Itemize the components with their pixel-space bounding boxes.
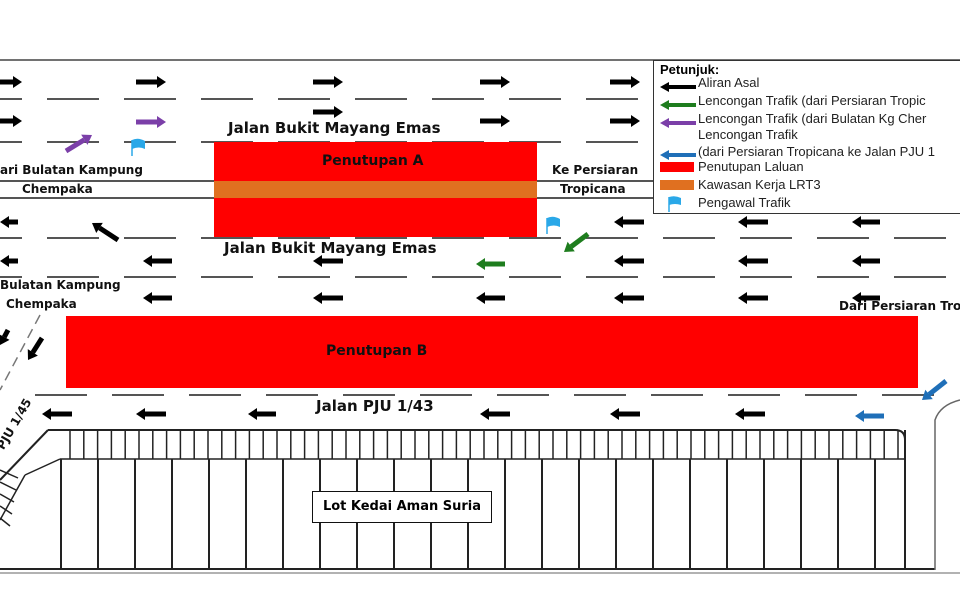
- legend-box-icon: [660, 162, 694, 172]
- slip-road-hatch: [0, 505, 13, 515]
- detour-green-arrow-icon: [564, 232, 590, 252]
- original-flow-arrow-icon: [738, 255, 768, 267]
- original-flow-arrow-icon: [480, 115, 510, 127]
- slip-road-edge: [0, 474, 26, 521]
- original-flow-arrow-icon: [313, 255, 343, 267]
- legend-item-label: Lencongan Trafik: [698, 127, 798, 142]
- slip-road-hatch: [0, 481, 17, 491]
- original-flow-arrow-icon: [0, 216, 18, 228]
- original-flow-arrow-icon: [136, 76, 166, 88]
- slip-road-edge: [0, 429, 49, 481]
- legend-item-label: Lencongan Trafik (dari Persiaran Tropic: [698, 93, 926, 108]
- original-flow-arrow-icon: [735, 408, 765, 420]
- legend-item-label: Aliran Asal: [698, 75, 760, 90]
- original-flow-arrow-icon: [480, 76, 510, 88]
- original-flow-arrow-icon: [0, 76, 22, 88]
- original-flow-arrow-icon: [313, 76, 343, 88]
- from-kg-chempaka-label: ari Bulatan Kampung: [0, 163, 143, 177]
- original-flow-arrow-icon: [610, 76, 640, 88]
- legend-item-label: (dari Persiaran Tropicana ke Jalan PJU 1: [698, 144, 936, 159]
- lrt3-work-zone: [214, 181, 537, 198]
- detour-blue-arrow-icon: [922, 379, 948, 400]
- original-flow-arrow-icon: [248, 408, 276, 420]
- original-flow-arrow-icon: [0, 328, 11, 345]
- road-label-mid: Jalan Bukit Mayang Emas: [224, 239, 437, 257]
- original-flow-arrow-icon: [480, 408, 510, 420]
- original-flow-arrow-icon: [614, 216, 644, 228]
- detour-blue-arrow-icon: [855, 410, 884, 422]
- original-flow-arrow-icon: [476, 292, 505, 304]
- detour-purple-arrow-icon: [64, 134, 92, 154]
- road-label-top: Jalan Bukit Mayang Emas: [228, 119, 441, 137]
- original-flow-arrow-icon: [313, 106, 343, 118]
- original-flow-arrow-icon: [136, 408, 166, 420]
- original-flow-arrow-icon: [852, 292, 880, 304]
- original-flow-arrow-icon: [27, 336, 45, 360]
- original-flow-arrow-icon: [614, 255, 644, 267]
- legend-item-label: Kawasan Kerja LRT3: [698, 177, 821, 192]
- original-flow-arrow-icon: [738, 216, 768, 228]
- legend-box-icon: [660, 180, 694, 190]
- original-flow-arrow-icon: [92, 222, 120, 243]
- original-flow-arrow-icon: [610, 115, 640, 127]
- to-kg-chempaka-label-2: Chempaka: [6, 297, 77, 311]
- to-kg-chempaka-label: Bulatan Kampung: [0, 278, 121, 292]
- detour-purple-arrow-icon: [136, 116, 166, 128]
- original-flow-arrow-icon: [852, 255, 880, 267]
- legend-flag-icon: [668, 196, 684, 217]
- legend-title: Petunjuk:: [660, 62, 720, 77]
- legend-arrow-icon: [660, 147, 696, 165]
- slip-road-dash: [0, 314, 41, 391]
- legend-arrow-icon: [660, 79, 696, 97]
- slip-road-hatch: [0, 517, 11, 527]
- slip-road-hatch: [0, 469, 19, 479]
- to-tropicana-label-2: Tropicana: [560, 182, 626, 196]
- side-road-edge: [934, 399, 960, 570]
- closure-b-zone: [66, 316, 918, 388]
- slip-road-edge: [24, 458, 61, 476]
- original-flow-arrow-icon: [313, 292, 343, 304]
- from-kg-chempaka-label-2: Chempaka: [22, 182, 93, 196]
- detour-green-arrow-icon: [476, 258, 505, 270]
- legend-item-label: Pengawal Trafik: [698, 195, 791, 210]
- shop-lot-outline: [48, 429, 906, 459]
- original-flow-arrow-icon: [610, 408, 640, 420]
- slip-road-hatch: [0, 493, 15, 503]
- shop-lot-label: Lot Kedai Aman Suria: [312, 491, 492, 523]
- original-flow-arrow-icon: [143, 255, 172, 267]
- road-label-bottom: Jalan PJU 1/43: [316, 397, 434, 415]
- original-flow-arrow-icon: [852, 216, 880, 228]
- original-flow-arrow-icon: [0, 115, 22, 127]
- legend-arrow-icon: [660, 97, 696, 115]
- legend-arrow-icon: [660, 115, 696, 133]
- traffic-marshal-flag-icon: [546, 216, 560, 234]
- to-tropicana-label: Ke Persiaran: [552, 163, 639, 177]
- original-flow-arrow-icon: [143, 292, 172, 304]
- legend-item-label: Penutupan Laluan: [698, 159, 804, 174]
- legend-item-label: Lencongan Trafik (dari Bulatan Kg Cher: [698, 111, 927, 126]
- original-flow-arrow-icon: [42, 408, 72, 420]
- closure-a-label: Penutupan A: [322, 153, 424, 169]
- legend: Petunjuk: Aliran Asal Lencongan Trafik (d…: [653, 60, 960, 214]
- closure-b-label: Penutupan B: [326, 343, 428, 359]
- original-flow-arrow-icon: [0, 255, 18, 267]
- traffic-marshal-flag-icon: [131, 138, 145, 156]
- original-flow-arrow-icon: [614, 292, 644, 304]
- from-tropicana-label: Dari Persiaran Trop: [839, 299, 960, 313]
- original-flow-arrow-icon: [738, 292, 768, 304]
